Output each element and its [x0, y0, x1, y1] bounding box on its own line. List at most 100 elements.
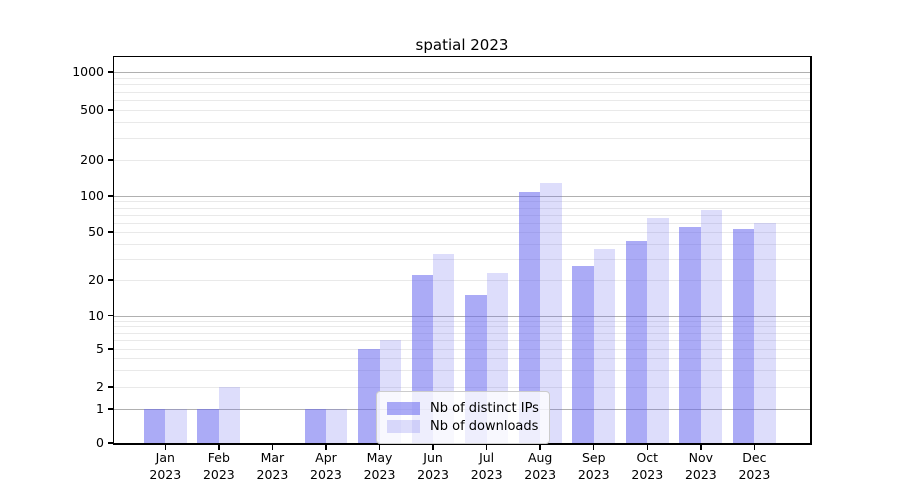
gridline-minor	[114, 340, 810, 342]
x-tick-label: Oct 2023	[631, 450, 664, 482]
gridline-minor	[114, 77, 810, 79]
gridline-minor	[114, 326, 810, 328]
gridline-major	[114, 72, 810, 73]
y-tick	[107, 195, 113, 197]
bar-distinct-ips	[143, 409, 166, 443]
x-tick-label: Feb 2023	[202, 450, 235, 482]
y-tick	[107, 386, 113, 388]
bar-downloads	[218, 387, 241, 443]
y-tick	[107, 279, 113, 281]
y-tick-label: 500	[80, 102, 104, 117]
x-tick-label: Aug 2023	[524, 450, 557, 482]
x-tick-label: Apr 2023	[310, 450, 342, 482]
x-tick	[592, 445, 595, 450]
gridline-minor	[114, 222, 810, 224]
gridline-minor	[114, 387, 810, 388]
bar-distinct-ips	[679, 227, 701, 443]
x-tick	[700, 445, 702, 450]
bar-downloads	[647, 218, 669, 443]
gridline-minor	[114, 137, 810, 139]
legend-label: Nb of distinct IPs	[430, 401, 539, 416]
y-tick-label: 10	[88, 307, 104, 323]
y-tick	[107, 442, 113, 444]
x-tick	[164, 445, 167, 450]
gridline-minor	[114, 84, 810, 86]
gridline-minor	[114, 258, 810, 260]
legend: Nb of distinct IPs Nb of downloads	[376, 391, 550, 444]
gridline-minor	[114, 232, 810, 233]
x-tick	[539, 445, 541, 450]
y-tick-label: 1	[96, 401, 104, 416]
bar-downloads	[700, 209, 723, 443]
gridline-minor	[114, 122, 810, 124]
gridline-minor	[114, 370, 810, 372]
bar-downloads	[325, 409, 348, 443]
y-tick	[107, 231, 113, 233]
gridline-minor	[114, 349, 810, 350]
bar-downloads	[754, 222, 776, 443]
gridline-minor	[114, 160, 810, 161]
plot-area: 0 1 2 5 10 20 50 100 200 500 1000 Jan 2023 Feb 2023 M…	[72, 55, 812, 482]
gridline-minor	[114, 110, 810, 111]
y-tick	[107, 314, 113, 317]
axis-spine-left	[112, 55, 114, 445]
gridline-minor	[114, 201, 810, 203]
legend-item: Nb of distinct IPs	[387, 401, 539, 416]
chart-title: spatial 2023	[415, 36, 509, 54]
gridline-major	[114, 196, 810, 197]
bar-distinct-ips	[572, 266, 594, 443]
axis-spine-right	[810, 55, 812, 445]
x-tick-label: Mar 2023	[256, 450, 289, 482]
x-tick	[485, 445, 488, 450]
y-tick-label: 0	[96, 435, 104, 450]
x-tick	[378, 445, 381, 450]
x-tick	[325, 445, 327, 450]
y-tick-label: 5	[96, 341, 104, 356]
y-tick	[107, 109, 113, 111]
x-tick-label: May 2023	[363, 450, 396, 482]
legend-swatch-dark	[387, 402, 420, 415]
x-tick-label: Jul 2023	[470, 450, 503, 482]
bar-distinct-ips	[518, 192, 541, 443]
bar-distinct-ips	[733, 228, 755, 443]
gridline-minor	[114, 100, 810, 101]
gridline-minor	[114, 91, 810, 93]
axis-spine-top	[112, 55, 812, 57]
y-tick	[107, 71, 113, 73]
x-tick	[271, 445, 274, 450]
y-tick	[107, 348, 113, 350]
legend-item: Nb of downloads	[387, 419, 539, 434]
y-tick-label: 200	[80, 152, 104, 167]
gridline-minor	[114, 243, 810, 245]
x-tick-label: Nov 2023	[684, 450, 717, 482]
gridline-minor	[114, 214, 810, 216]
bar-distinct-ips	[625, 241, 648, 443]
bar-downloads	[540, 183, 562, 443]
y-tick-label: 100	[80, 188, 104, 203]
gridline-minor	[114, 207, 810, 209]
x-tick-label: Dec 2023	[738, 450, 771, 482]
y-tick-label: 50	[88, 224, 104, 239]
x-tick	[646, 445, 649, 450]
bar-downloads	[593, 249, 616, 443]
bar-distinct-ips	[304, 409, 326, 443]
bar-downloads	[165, 409, 187, 443]
bar-distinct-ips	[358, 349, 380, 443]
axis-spine-bottom	[112, 443, 812, 445]
x-tick-label: Jun 2023	[417, 450, 449, 482]
gridline-minor	[114, 332, 810, 334]
gridline-major	[114, 315, 810, 317]
x-tick-label: Sep 2023	[577, 450, 610, 482]
x-tick-label: Jan 2023	[149, 450, 182, 482]
gridline-minor	[114, 280, 810, 281]
x-tick	[753, 445, 756, 450]
x-tick	[432, 445, 434, 450]
legend-swatch-light	[387, 420, 420, 433]
gridline-minor	[114, 320, 810, 322]
y-tick-label: 20	[88, 272, 104, 287]
y-tick-label: 1000	[72, 64, 104, 79]
gridline-minor	[114, 358, 810, 360]
bar-distinct-ips	[197, 409, 219, 443]
x-tick	[218, 445, 220, 450]
